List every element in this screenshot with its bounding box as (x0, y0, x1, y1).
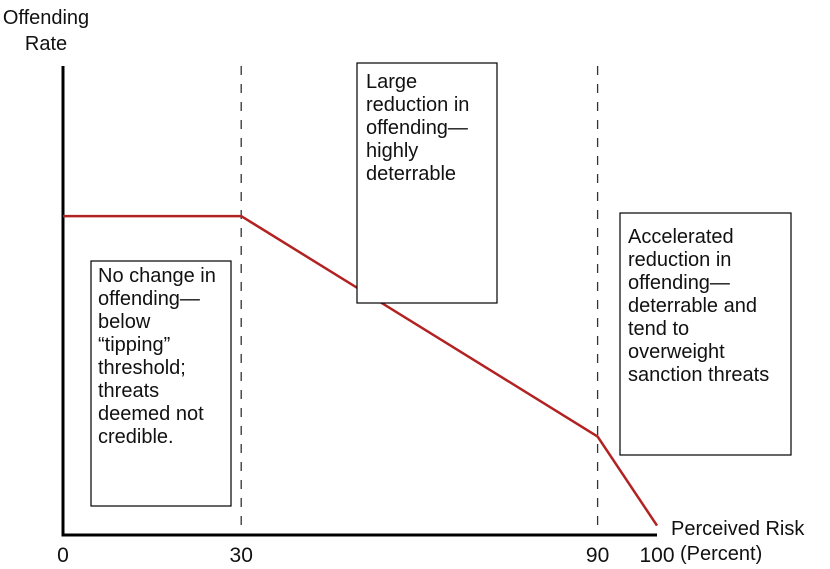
annotation-line: deterrable and (628, 295, 757, 317)
annotation-line: reduction in (366, 94, 469, 116)
annotation-line: below (98, 311, 151, 333)
annotation-no-change: No change inoffending—below“tipping”thre… (90, 260, 232, 507)
annotation-line: offending— (628, 272, 730, 294)
axis-titles: Offending Rate Perceived Risk (Percent) (3, 7, 806, 565)
x-tick-label-0: 0 (57, 544, 69, 567)
annotation-line: deemed not (98, 403, 204, 425)
annotation-line: “tipping” (98, 334, 170, 356)
annotation-box (619, 212, 792, 456)
series-layer (63, 214, 659, 527)
annotation-line: threshold; (98, 357, 186, 379)
x-axis-title-line-1: Perceived Risk (671, 518, 805, 540)
annotation-line: Large (366, 71, 417, 93)
y-axis-title-line-1: Offending (3, 7, 89, 29)
annotation-line: threats (98, 380, 159, 402)
annotation-box (356, 62, 498, 304)
axes (61, 66, 657, 537)
annotation-line: No change in (98, 265, 216, 287)
x-tick-label-30: 30 (230, 544, 253, 567)
annotation-boxes: No change inoffending—below“tipping”thre… (90, 212, 792, 507)
annotation-line: tend to (628, 318, 689, 340)
x-tick-label-90: 90 (586, 544, 609, 567)
annotation-line: deterrable (366, 163, 456, 185)
annotation-line: offending— (98, 288, 200, 310)
x-axis-title-line-2: (Percent) (680, 543, 762, 565)
annotation-line: sanction threats (628, 364, 769, 386)
annotation-line: highly (366, 140, 418, 162)
annotation-line: overweight (628, 341, 725, 363)
annotation-line: Accelerated (628, 226, 734, 248)
series-line-0 (63, 214, 659, 527)
x-tick-label-100: 100 (639, 544, 674, 567)
x-tick-labels: 0 30 90 100 (57, 544, 674, 567)
annotation-line: offending— (366, 117, 468, 139)
reference-lines (240, 66, 599, 535)
annotation-box (90, 260, 232, 507)
annotation-line: credible. (98, 426, 174, 448)
annotation-line: reduction in (628, 249, 731, 271)
y-axis-title-line-2: Rate (25, 33, 67, 55)
